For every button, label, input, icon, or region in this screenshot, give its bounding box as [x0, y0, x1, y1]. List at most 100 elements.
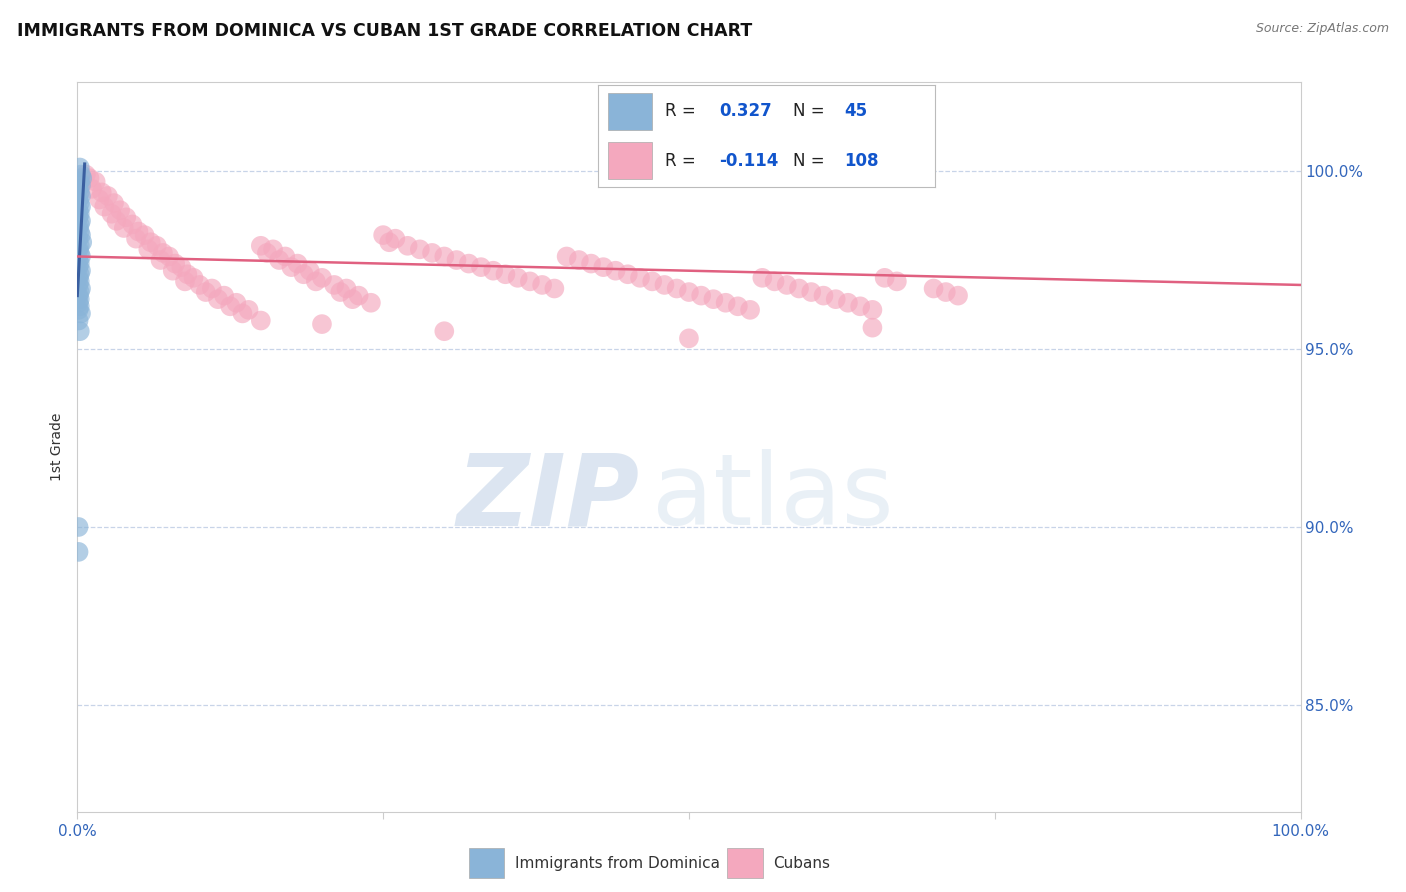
Point: [298, 263, 321, 277]
Point: [69, 324, 91, 338]
Point: [67, 260, 90, 274]
Point: [152, 246, 174, 260]
Point: [67, 203, 90, 218]
Point: [70, 214, 93, 228]
Point: [849, 299, 872, 313]
Point: [873, 270, 896, 285]
Point: [121, 218, 143, 232]
Point: [79, 171, 101, 186]
Point: [207, 292, 229, 306]
Point: [592, 260, 614, 274]
Point: [157, 250, 180, 264]
Y-axis label: 1st Grade: 1st Grade: [51, 413, 65, 481]
Point: [70, 171, 93, 186]
Point: [80, 182, 103, 196]
Point: [506, 270, 529, 285]
Point: [67, 302, 90, 317]
Point: [280, 260, 302, 274]
Point: [174, 274, 197, 288]
Point: [69, 225, 91, 239]
Point: [70, 306, 93, 320]
Point: [149, 253, 172, 268]
Point: [70, 178, 93, 193]
Point: [329, 285, 352, 299]
Point: [238, 302, 260, 317]
Point: [946, 288, 969, 302]
Point: [162, 263, 184, 277]
Point: [665, 281, 688, 295]
Point: [862, 302, 884, 317]
Point: [886, 274, 908, 288]
Point: [70, 281, 93, 295]
Bar: [607, 93, 651, 130]
Point: [69, 196, 91, 211]
Point: [776, 277, 799, 292]
Point: [274, 250, 297, 264]
Point: [70, 228, 93, 243]
Point: [342, 292, 364, 306]
Point: [67, 211, 90, 225]
Point: [813, 288, 835, 302]
Point: [219, 299, 242, 313]
Point: [70, 250, 93, 264]
Point: [67, 295, 90, 310]
Point: [70, 200, 93, 214]
Point: [433, 324, 456, 338]
Point: [67, 232, 90, 246]
Point: [70, 235, 93, 250]
Point: [70, 263, 93, 277]
Text: -0.114: -0.114: [718, 152, 779, 169]
Point: [690, 288, 713, 302]
Point: [311, 270, 333, 285]
Point: [69, 246, 91, 260]
Text: Source: ZipAtlas.com: Source: ZipAtlas.com: [1256, 22, 1389, 36]
Point: [305, 274, 328, 288]
Point: [69, 175, 91, 189]
Point: [105, 214, 128, 228]
Text: Immigrants from Dominica: Immigrants from Dominica: [515, 856, 720, 871]
Point: [702, 292, 724, 306]
Point: [787, 281, 810, 295]
Point: [225, 295, 247, 310]
Point: [67, 545, 90, 559]
Point: [69, 285, 91, 299]
Text: Cubans: Cubans: [773, 856, 830, 871]
Point: [69, 292, 91, 306]
Point: [75, 168, 97, 182]
Text: atlas: atlas: [652, 450, 894, 547]
Point: [69, 207, 91, 221]
Point: [67, 270, 90, 285]
Point: [103, 196, 125, 211]
Text: 108: 108: [844, 152, 879, 169]
Point: [678, 331, 700, 345]
Point: [69, 299, 91, 313]
Point: [256, 246, 278, 260]
Bar: [607, 142, 651, 179]
Point: [347, 288, 370, 302]
Point: [935, 285, 957, 299]
Point: [641, 274, 664, 288]
Point: [250, 239, 273, 253]
Point: [751, 270, 773, 285]
Point: [862, 320, 884, 334]
Text: N =: N =: [793, 152, 830, 169]
Point: [568, 253, 591, 268]
Point: [136, 243, 159, 257]
Point: [231, 306, 253, 320]
Text: 45: 45: [844, 103, 868, 120]
Point: [170, 260, 193, 274]
Point: [67, 277, 90, 292]
Point: [605, 263, 627, 277]
Point: [617, 267, 640, 281]
Point: [250, 313, 273, 327]
Point: [112, 221, 135, 235]
Point: [201, 281, 224, 295]
Text: R =: R =: [665, 103, 702, 120]
Point: [69, 218, 91, 232]
Point: [579, 257, 602, 271]
Point: [678, 285, 700, 299]
Point: [360, 295, 382, 310]
Point: [194, 285, 217, 299]
Point: [323, 277, 346, 292]
Point: [714, 295, 737, 310]
